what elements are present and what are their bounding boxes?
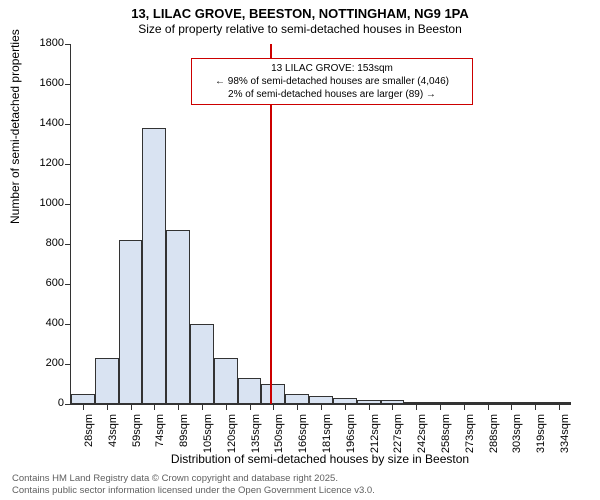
- annotation-line2: ← 98% of semi-detached houses are smalle…: [198, 75, 466, 88]
- x-tick: [83, 404, 84, 410]
- histogram-bar: [261, 384, 285, 404]
- y-tick: [65, 124, 71, 125]
- x-tick: [535, 404, 536, 410]
- y-tick-label: 400: [26, 317, 64, 329]
- histogram-bar: [71, 394, 95, 404]
- x-tick: [202, 404, 203, 410]
- histogram-bar: [309, 396, 333, 404]
- y-tick: [65, 364, 71, 365]
- histogram-bar: [166, 230, 190, 404]
- x-tick: [345, 404, 346, 410]
- x-tick: [392, 404, 393, 410]
- y-tick: [65, 404, 71, 405]
- x-tick: [369, 404, 370, 410]
- footer-line1: Contains HM Land Registry data © Crown c…: [12, 473, 375, 484]
- x-tick: [154, 404, 155, 410]
- y-tick-label: 1000: [26, 197, 64, 209]
- x-tick: [416, 404, 417, 410]
- x-tick: [226, 404, 227, 410]
- chart-container: 13, LILAC GROVE, BEESTON, NOTTINGHAM, NG…: [0, 0, 600, 500]
- y-tick-label: 0: [26, 397, 64, 409]
- y-tick: [65, 284, 71, 285]
- y-tick-label: 1200: [26, 157, 64, 169]
- x-tick: [321, 404, 322, 410]
- histogram-bar: [95, 358, 119, 404]
- y-tick: [65, 164, 71, 165]
- x-tick: [511, 404, 512, 410]
- y-tick-label: 1800: [26, 37, 64, 49]
- x-tick: [440, 404, 441, 410]
- footer-attribution: Contains HM Land Registry data © Crown c…: [12, 473, 375, 496]
- annotation-box: 13 LILAC GROVE: 153sqm← 98% of semi-deta…: [191, 58, 473, 105]
- x-tick: [250, 404, 251, 410]
- x-tick: [273, 404, 274, 410]
- footer-line2: Contains public sector information licen…: [12, 485, 375, 496]
- y-tick-label: 1400: [26, 117, 64, 129]
- histogram-bar: [142, 128, 166, 404]
- chart-title-sub: Size of property relative to semi-detach…: [0, 22, 600, 36]
- y-tick: [65, 84, 71, 85]
- plot-area: 02004006008001000120014001600180028sqm43…: [70, 44, 571, 405]
- y-tick: [65, 244, 71, 245]
- histogram-bar: [190, 324, 214, 404]
- x-tick: [107, 404, 108, 410]
- x-tick: [488, 404, 489, 410]
- y-tick-label: 1600: [26, 77, 64, 89]
- histogram-bar: [285, 394, 309, 404]
- histogram-bar: [119, 240, 143, 404]
- y-tick: [65, 204, 71, 205]
- y-tick: [65, 324, 71, 325]
- x-tick: [178, 404, 179, 410]
- y-tick-label: 200: [26, 357, 64, 369]
- y-tick: [65, 44, 71, 45]
- y-tick-label: 800: [26, 237, 64, 249]
- y-axis-title: Number of semi-detached properties: [8, 29, 22, 224]
- chart-title-main: 13, LILAC GROVE, BEESTON, NOTTINGHAM, NG…: [0, 6, 600, 21]
- x-tick: [464, 404, 465, 410]
- x-tick: [559, 404, 560, 410]
- y-tick-label: 600: [26, 277, 64, 289]
- x-axis-title: Distribution of semi-detached houses by …: [70, 452, 570, 466]
- x-tick: [297, 404, 298, 410]
- histogram-bar: [214, 358, 238, 404]
- annotation-line3: 2% of semi-detached houses are larger (8…: [198, 88, 466, 101]
- annotation-line1: 13 LILAC GROVE: 153sqm: [198, 62, 466, 75]
- histogram-bar: [238, 378, 262, 404]
- x-tick: [131, 404, 132, 410]
